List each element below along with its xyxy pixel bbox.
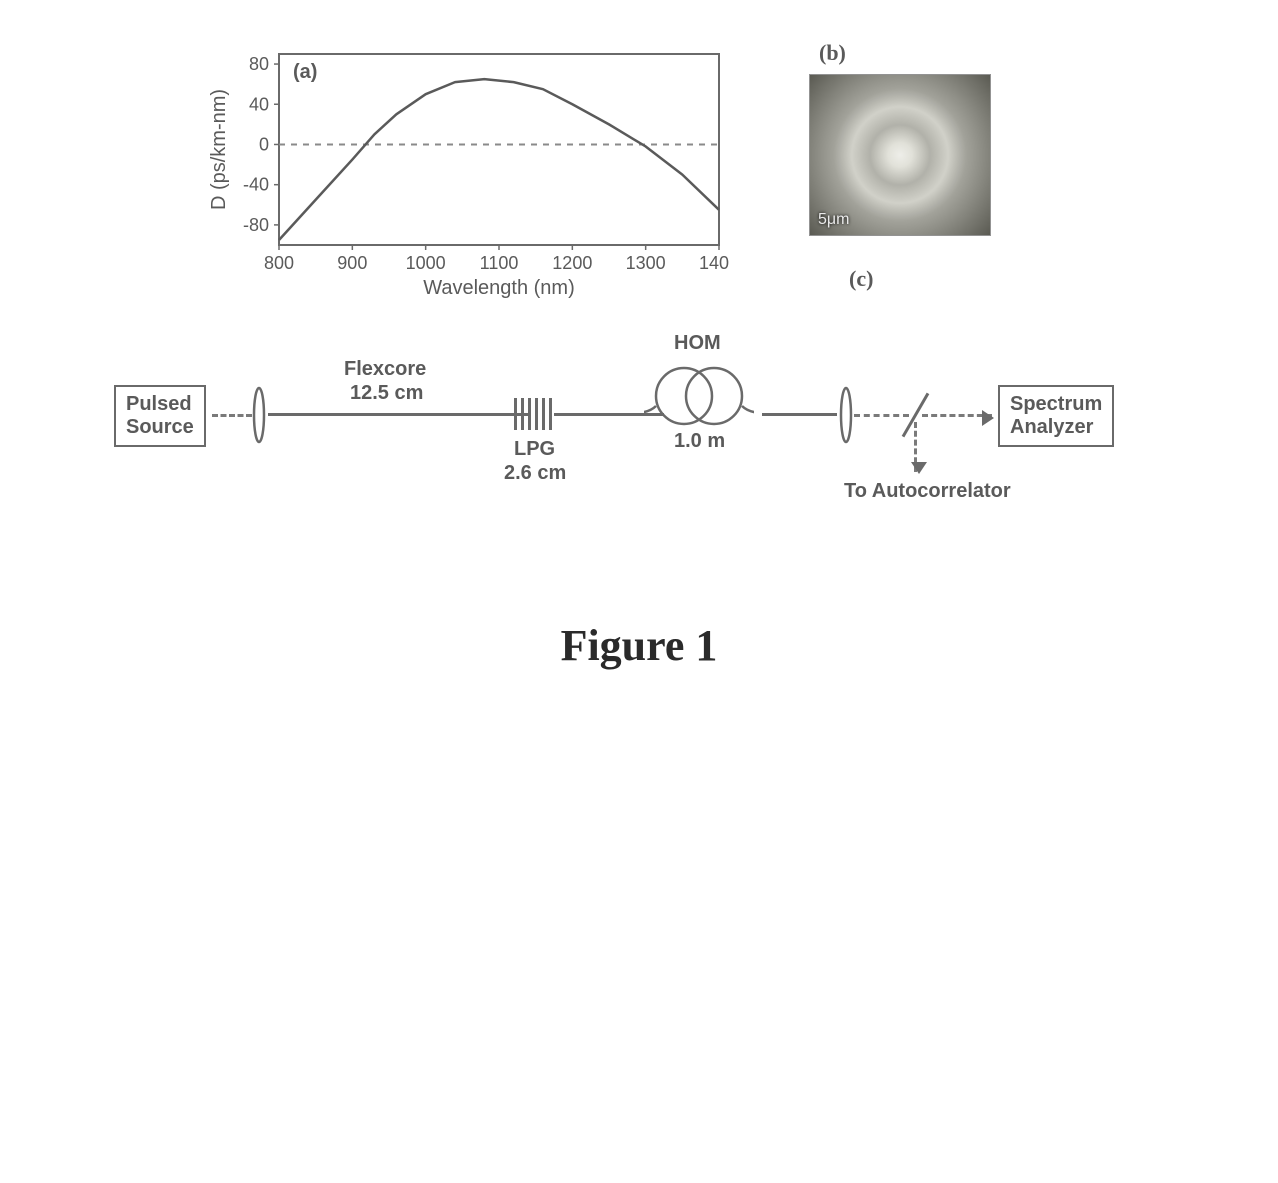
- mode-image-panel: (b) 5μm (c): [809, 40, 999, 292]
- lens-2-icon: [839, 386, 853, 444]
- svg-text:800: 800: [264, 253, 294, 273]
- beam-to-analyzer: [922, 414, 992, 417]
- lens-1-icon: [252, 386, 266, 444]
- figure-caption: Figure 1: [89, 620, 1189, 671]
- flexcore-len: 12.5 cm: [350, 382, 423, 405]
- lpg-len: 2.6 cm: [504, 462, 566, 485]
- panel-c-label: (c): [849, 266, 999, 292]
- spectrum-analyzer-box: SpectrumAnalyzer: [998, 385, 1114, 447]
- lpg-icon: [514, 398, 552, 430]
- svg-text:1100: 1100: [480, 253, 519, 273]
- mode-image: 5μm: [809, 74, 991, 236]
- chart-svg: -80 -40 0 40 80 800 900 1000 1100 1200 1300 1400 Wav…: [209, 40, 729, 300]
- svg-text:1400: 1400: [699, 253, 729, 273]
- mode-image-scale: 5μm: [818, 211, 849, 229]
- hom-label: HOM: [674, 332, 721, 355]
- beam-1: [212, 414, 252, 417]
- flexcore-fiber: [268, 413, 528, 416]
- svg-text:80: 80: [249, 54, 269, 74]
- hom-len: 1.0 m: [674, 430, 725, 453]
- svg-text:-80: -80: [243, 215, 269, 235]
- fiber-out-hom: [762, 413, 837, 416]
- autocorrelator-label: To Autocorrelator: [844, 480, 1011, 503]
- beam-2: [854, 414, 909, 417]
- hom-coil-icon: [644, 358, 754, 428]
- pulsed-source-box: PulsedSource: [114, 385, 206, 447]
- schematic: PulsedSource Flexcore 12.5 cm LPG 2.6 cm…: [114, 330, 1164, 550]
- svg-text:900: 900: [337, 253, 367, 273]
- svg-text:1200: 1200: [552, 253, 592, 273]
- svg-text:1300: 1300: [626, 253, 666, 273]
- svg-text:Wavelength (nm): Wavelength (nm): [423, 277, 575, 299]
- top-row: -80 -40 0 40 80 800 900 1000 1100 1200 1300 1400 Wav…: [89, 40, 1189, 300]
- beam-to-autocorr: [914, 422, 917, 472]
- panel-b-label: (b): [819, 40, 999, 66]
- svg-text:-40: -40: [243, 175, 269, 195]
- svg-text:0: 0: [259, 134, 269, 154]
- figure-container: -80 -40 0 40 80 800 900 1000 1100 1200 1300 1400 Wav…: [89, 40, 1189, 671]
- svg-text:1000: 1000: [406, 253, 446, 273]
- svg-text:(a): (a): [293, 61, 317, 83]
- pulsed-source-text: PulsedSource: [126, 393, 194, 438]
- svg-text:40: 40: [249, 94, 269, 114]
- spectrum-analyzer-text: SpectrumAnalyzer: [1010, 393, 1102, 438]
- lpg-label: LPG: [514, 438, 555, 461]
- flexcore-label: Flexcore: [344, 358, 426, 381]
- dispersion-chart: -80 -40 0 40 80 800 900 1000 1100 1200 1300 1400 Wav…: [209, 40, 729, 300]
- svg-text:D (ps/km-nm): D (ps/km-nm): [209, 89, 230, 210]
